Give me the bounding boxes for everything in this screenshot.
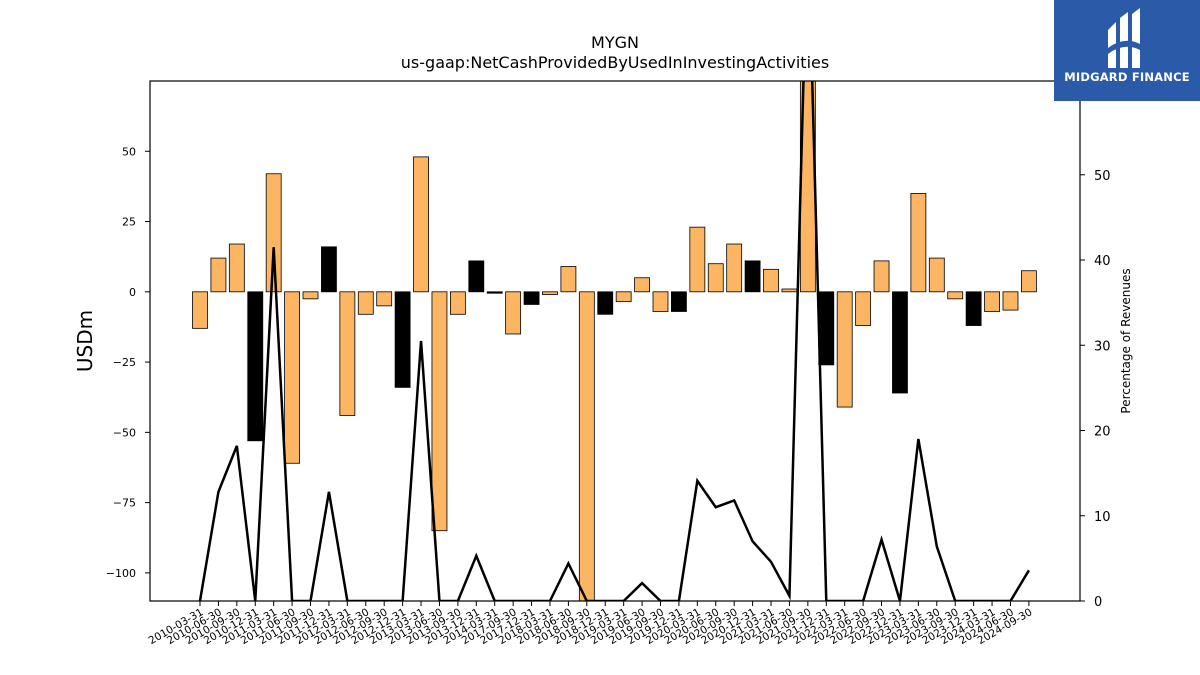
y-tick-label: 50 — [122, 145, 136, 158]
bar — [652, 291, 669, 312]
bar — [947, 291, 964, 300]
y-tick-label: −25 — [113, 356, 136, 369]
bar — [615, 291, 632, 303]
y2-axis-label: Percentage of Revenues — [1119, 268, 1133, 413]
bar — [707, 263, 724, 293]
y-tick-label: 25 — [122, 216, 136, 229]
bar — [394, 291, 411, 388]
bar — [873, 260, 890, 293]
bar — [523, 291, 540, 305]
y2-tick-label: 10 — [1094, 510, 1111, 525]
y-tick-label: −50 — [113, 426, 136, 439]
bar — [965, 291, 982, 326]
revenue-percentage-line — [198, 81, 1030, 601]
bar — [247, 291, 264, 442]
bar — [910, 193, 927, 293]
line-group — [198, 81, 1030, 601]
y2-tick-label: 30 — [1094, 339, 1111, 354]
bar — [449, 291, 466, 315]
plot-frame — [149, 80, 1081, 602]
bar — [928, 257, 945, 293]
bar — [892, 291, 908, 394]
y-axis-label: USDm — [73, 310, 97, 372]
bar — [339, 291, 356, 416]
chart-title: MYGN — [591, 33, 639, 52]
bar — [284, 291, 301, 464]
bar — [210, 257, 227, 293]
chart-subtitle: us-gaap:NetCashProvidedByUsedInInvesting… — [401, 53, 829, 72]
midgard-logo-icon — [1108, 8, 1140, 68]
bar — [781, 288, 798, 293]
brand-logo: MIDGARD FINANCE — [1054, 0, 1200, 101]
bar — [744, 260, 761, 293]
bar — [726, 243, 743, 293]
bar — [192, 291, 208, 329]
bar — [321, 246, 337, 293]
bar — [542, 291, 558, 296]
y-tick-label: −100 — [106, 567, 136, 580]
bar — [671, 291, 687, 312]
bar — [984, 291, 1000, 312]
bar — [689, 226, 706, 293]
bar — [468, 260, 485, 293]
bar — [634, 277, 650, 293]
bar — [431, 291, 448, 532]
brand-name: MIDGARD FINANCE — [1064, 70, 1190, 84]
bar — [228, 243, 245, 293]
bar — [597, 291, 614, 315]
bar — [818, 291, 835, 366]
bar — [265, 173, 282, 293]
y-tick-label: 0 — [129, 286, 136, 299]
bar — [855, 291, 872, 326]
bar — [560, 266, 577, 293]
y2-tick-label: 50 — [1094, 169, 1111, 184]
x-axis: 2010-03-312010-06-302010-09-302010-12-31… — [147, 601, 1034, 647]
y2-axis: 0 10 20 30 40 50 — [1080, 169, 1111, 610]
bar — [486, 291, 503, 294]
bar — [357, 291, 374, 315]
bar — [505, 291, 522, 335]
y2-tick-label: 20 — [1094, 425, 1111, 440]
bar — [836, 291, 853, 408]
bar — [1021, 270, 1037, 293]
bar — [763, 268, 779, 293]
bar — [413, 156, 429, 293]
y2-tick-label: 0 — [1094, 595, 1102, 610]
bar-group — [192, 81, 1037, 601]
y-axis: −100 −75 −50 −25 0 25 50 — [106, 145, 150, 580]
bar — [376, 291, 393, 307]
y-tick-label: −75 — [113, 497, 136, 510]
bar — [578, 291, 595, 601]
bar — [1002, 291, 1019, 311]
y2-tick-label: 40 — [1094, 254, 1111, 269]
bar — [302, 291, 319, 300]
